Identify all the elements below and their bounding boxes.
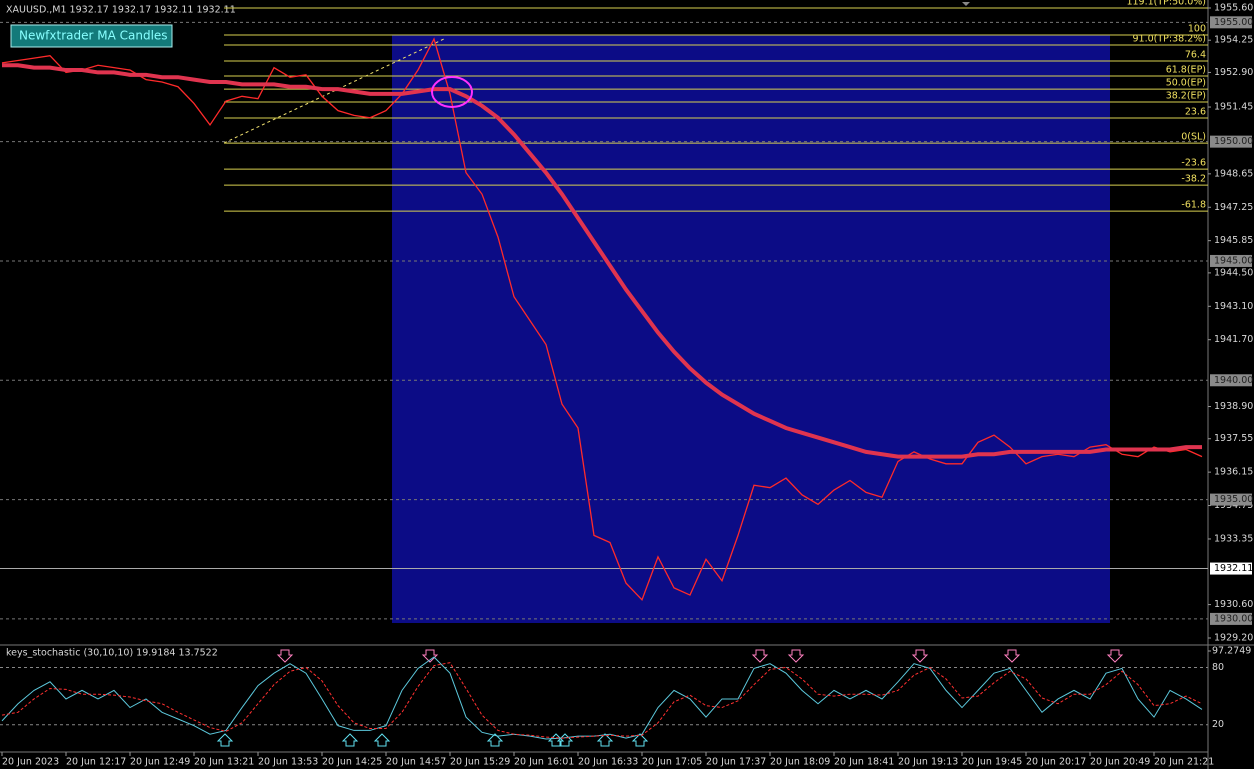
level-tag (1210, 493, 1252, 506)
series-line (2, 63, 1202, 459)
x-tick-label: 20 Jun 21:21 (1154, 757, 1214, 768)
indicator-tick-label: 97.2749 (1212, 646, 1251, 657)
fib-label: -23.6 (1181, 158, 1206, 169)
sell-arrow (911, 649, 929, 663)
series-line (1, 656, 1203, 740)
buy-arrow (631, 733, 649, 747)
x-tick-label: 20 Jun 15:29 (450, 757, 510, 768)
x-tick-label: 20 Jun 14:57 (386, 757, 446, 768)
y-tick-label: 1937.55 (1214, 433, 1253, 444)
indicator-label: Newfxtrader MA Candles (19, 29, 168, 43)
sell-arrow (787, 649, 805, 663)
sell-arrow (276, 649, 294, 663)
x-tick-label: 20 Jun 19:45 (962, 757, 1022, 768)
fib-label: 119.1(TP:50.0%) (1126, 0, 1206, 8)
signal-arrows (216, 649, 1124, 747)
y-tick-label: 1945.85 (1214, 235, 1253, 246)
shift-marker (962, 2, 970, 6)
fib-label: -61.8 (1181, 200, 1206, 211)
level-label: 1935.00 (1214, 494, 1253, 505)
trade-zone (392, 35, 1110, 623)
fib-label: 23.6 (1185, 107, 1206, 118)
buy-arrow (596, 733, 614, 747)
level-label: 1940.00 (1214, 375, 1253, 386)
x-tick-label: 20 Jun 20:49 (1090, 757, 1150, 768)
fib-label: 91.0(TP:38.2%) (1133, 33, 1206, 44)
level-tag (1210, 374, 1252, 387)
series-line (1, 37, 1203, 602)
level-label: 1955.00 (1214, 17, 1253, 28)
x-tick-label: 20 Jun 16:33 (578, 757, 638, 768)
entry-marker (431, 76, 473, 108)
symbol-header: XAUUSD.,M1 1932.17 1932.17 1932.11 1932.… (6, 5, 236, 16)
fib-label: 61.8(EP) (1166, 65, 1206, 76)
buy-arrow (341, 733, 359, 747)
level-tag (1210, 254, 1252, 267)
y-tick-label: 1951.45 (1214, 102, 1253, 113)
y-tick-label: 1929.20 (1214, 633, 1253, 644)
sell-arrow (1106, 649, 1124, 663)
buy-arrow (373, 733, 391, 747)
fib-label: 50.0(EP) (1166, 78, 1206, 89)
current-price-label: 1932.11 (1214, 563, 1253, 574)
buy-arrow (216, 733, 234, 747)
level-label: 1930.00 (1214, 613, 1253, 624)
x-tick-label: 20 Jun 13:21 (194, 757, 254, 768)
indicator-tick-label: 20 (1212, 719, 1224, 730)
y-tick-label: 1936.15 (1214, 467, 1253, 478)
fib-label: 38.2(EP) (1166, 91, 1206, 102)
fib-label: 0(SL) (1181, 132, 1206, 143)
fib-label: -38.2 (1181, 174, 1206, 185)
current-price-tag (1210, 562, 1252, 575)
fib-label: 76.4 (1185, 49, 1206, 60)
indicator-title: keys_stochastic (30,10,10) 19.9184 13.75… (6, 648, 218, 659)
y-tick-label: 1954.25 (1214, 35, 1253, 46)
y-tick-label: 1943.10 (1214, 301, 1253, 312)
label-box (10, 24, 173, 48)
level-tag (1210, 16, 1252, 29)
buy-arrow (547, 733, 565, 747)
level-label: 1950.00 (1214, 136, 1253, 147)
x-tick-label: 20 Jun 19:13 (898, 757, 958, 768)
sell-arrow (751, 649, 769, 663)
sell-arrow (1003, 649, 1021, 663)
indicator-tick-label: 80 (1212, 662, 1224, 673)
y-tick-label: 1938.90 (1214, 401, 1253, 412)
y-tick-label: 1933.35 (1214, 533, 1253, 544)
x-tick-label: 20 Jun 18:09 (770, 757, 830, 768)
x-tick-label: 20 Jun 14:25 (322, 757, 382, 768)
y-tick-label: 1947.25 (1214, 202, 1253, 213)
buy-arrow (486, 733, 504, 747)
x-tick-label: 20 Jun 17:05 (642, 757, 702, 768)
x-tick-label: 20 Jun 13:53 (258, 757, 318, 768)
x-tick-label: 20 Jun 20:17 (1026, 757, 1086, 768)
y-tick-label: 1948.65 (1214, 168, 1253, 179)
level-tag (1210, 135, 1252, 148)
x-tick-label: 20 Jun 18:41 (834, 757, 894, 768)
y-tick-label: 1944.50 (1214, 267, 1253, 278)
y-tick-label: 1952.90 (1214, 67, 1253, 78)
sell-arrow (421, 649, 439, 663)
level-tag (1210, 612, 1252, 625)
x-tick-label: 20 Jun 16:01 (514, 757, 574, 768)
y-tick-label: 1955.60 (1214, 3, 1253, 14)
x-tick-label: 20 Jun 12:17 (66, 757, 126, 768)
fib-label: 100 (1188, 23, 1206, 34)
level-label: 1945.00 (1214, 255, 1253, 266)
y-tick-label: 1930.60 (1214, 599, 1253, 610)
x-tick-label: 20 Jun 17:37 (706, 757, 766, 768)
y-tick-label: 1941.70 (1214, 334, 1253, 345)
x-tick-label: 20 Jun 2023 (2, 757, 59, 768)
series-line (1, 662, 1203, 739)
x-tick-label: 20 Jun 12:49 (130, 757, 190, 768)
